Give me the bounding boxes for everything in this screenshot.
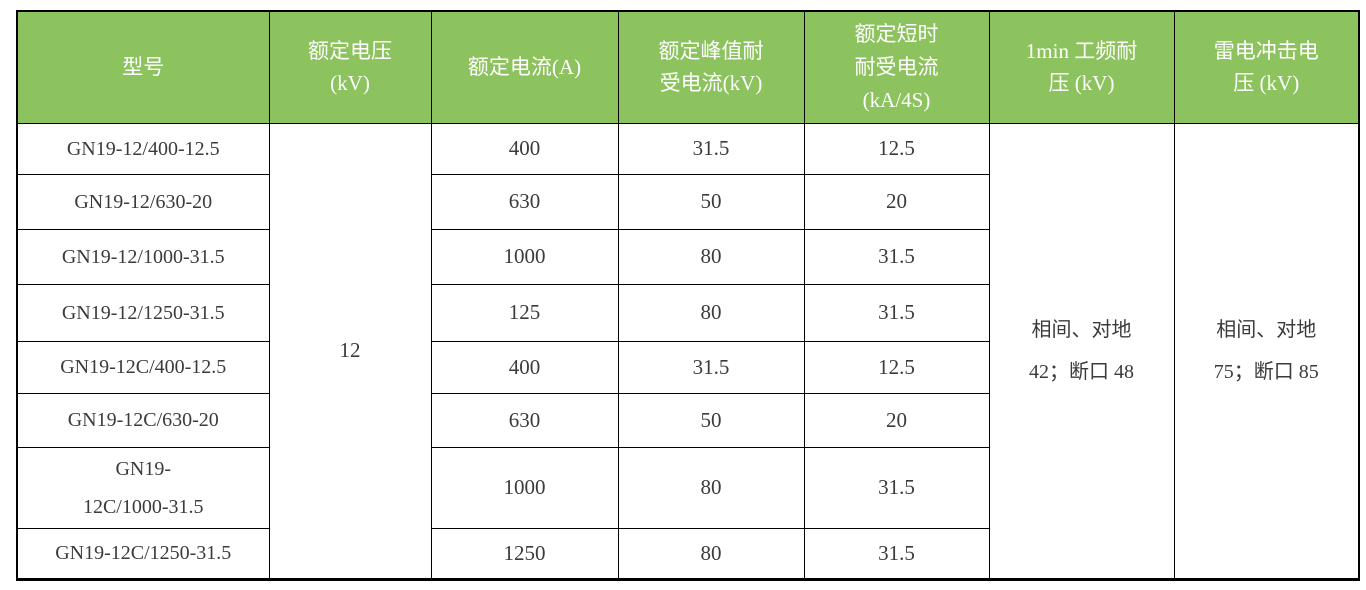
current-cell: 400 — [430, 122, 619, 175]
short-time-cell: 31.5 — [803, 527, 990, 580]
table-row: GN19-12/630-20 630 50 20 — [16, 173, 1359, 230]
lightning-impulse-merged-cell: 相间、对地 75；断口 85 — [1173, 122, 1360, 580]
table-row: GN19-12/400-12.5 12 400 31.5 12.5 相间、对地 … — [16, 122, 1360, 580]
model-cell: GN19-12C/400-12.5 — [16, 340, 270, 394]
current-cell: 630 — [430, 173, 619, 230]
peak-cell: 50 — [617, 392, 805, 448]
peak-cell: 80 — [617, 446, 805, 529]
short-time-cell: 31.5 — [803, 283, 990, 342]
model-cell: GN19-12/630-20 — [16, 173, 270, 230]
current-cell: 400 — [430, 340, 619, 394]
peak-cell: 80 — [617, 228, 805, 285]
rated-voltage-merged-cell: 12 — [268, 122, 432, 580]
table-row: GN19-12C/1250-31.5 1250 80 31.5 — [16, 527, 1359, 580]
header-rated-voltage: 额定电压 (kV) — [268, 10, 432, 124]
model-cell: GN19-12C/630-20 — [16, 392, 270, 448]
peak-cell: 80 — [617, 283, 805, 342]
short-time-cell: 12.5 — [803, 122, 990, 175]
header-power-frequency-withstand: 1min 工频耐 压 (kV) — [988, 10, 1175, 124]
header-short-time-withstand-current: 额定短时 耐受电流 (kA/4S) — [803, 10, 990, 124]
model-cell: GN19-12/400-12.5 — [16, 122, 270, 175]
short-time-cell: 31.5 — [803, 228, 990, 285]
spec-table: 型号 额定电压 (kV) 额定电流(A) 额定峰值耐 受电流(kV) 额定短时 … — [16, 10, 1360, 581]
short-time-cell: 12.5 — [803, 340, 990, 394]
current-cell: 1250 — [430, 527, 619, 580]
power-frequency-merged-cell: 相间、对地 42；断口 48 — [988, 122, 1175, 580]
header-lightning-impulse: 雷电冲击电 压 (kV) — [1173, 10, 1360, 124]
model-cell: GN19-12/1250-31.5 — [16, 283, 270, 342]
peak-cell: 50 — [617, 173, 805, 230]
header-rated-current: 额定电流(A) — [430, 10, 619, 124]
table-header: 型号 额定电压 (kV) 额定电流(A) 额定峰值耐 受电流(kV) 额定短时 … — [16, 10, 1360, 124]
current-cell: 630 — [430, 392, 619, 448]
current-cell: 1000 — [430, 228, 619, 285]
model-cell: GN19-12/1000-31.5 — [16, 228, 270, 285]
table-row: GN19-12/1250-31.5 125 80 31.5 — [16, 283, 1359, 342]
short-time-cell: 31.5 — [803, 446, 990, 529]
model-cell: GN19- 12C/1000-31.5 — [16, 446, 270, 529]
peak-cell: 31.5 — [617, 340, 805, 394]
header-model: 型号 — [16, 10, 270, 124]
table-body: GN19-12/400-12.5 12 400 31.5 12.5 相间、对地 … — [16, 122, 1360, 580]
table-row: GN19- 12C/1000-31.5 1000 80 31.5 — [16, 446, 1359, 529]
short-time-cell: 20 — [803, 392, 990, 448]
peak-cell: 31.5 — [617, 122, 805, 175]
header-peak-withstand-current: 额定峰值耐 受电流(kV) — [617, 10, 805, 124]
table-row: GN19-12/1000-31.5 1000 80 31.5 — [16, 228, 1359, 285]
current-cell: 125 — [430, 283, 619, 342]
short-time-cell: 20 — [803, 173, 990, 230]
peak-cell: 80 — [617, 527, 805, 580]
current-cell: 1000 — [430, 446, 619, 529]
model-cell: GN19-12C/1250-31.5 — [16, 527, 270, 580]
header-row: 型号 额定电压 (kV) 额定电流(A) 额定峰值耐 受电流(kV) 额定短时 … — [16, 10, 1360, 124]
